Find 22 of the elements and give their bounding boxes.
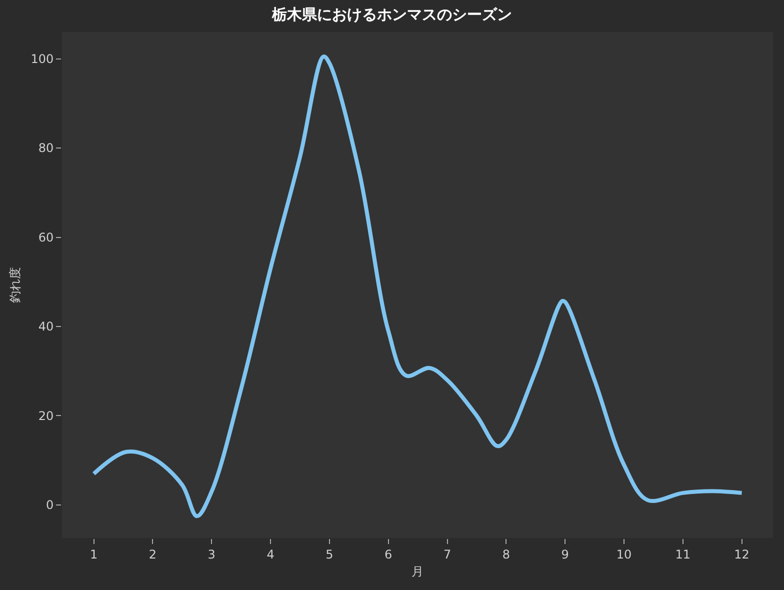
y-tick-label: 100	[30, 52, 54, 66]
y-tick-label: 60	[38, 230, 54, 244]
x-tick-label: 9	[561, 547, 569, 562]
y-tick-label: 20	[38, 408, 54, 423]
x-tick-label: 7	[443, 547, 452, 562]
x-tick-label: 8	[502, 547, 510, 562]
x-tick-label: 6	[384, 547, 392, 562]
line-series	[92, 54, 744, 518]
x-axis-title: 月	[412, 564, 424, 578]
y-tick-label: 0	[46, 498, 54, 512]
x-tick-label: 1	[90, 547, 98, 562]
y-tick-label: 40	[38, 320, 54, 334]
x-tick-label: 2	[148, 547, 157, 562]
x-tick-label: 11	[675, 547, 691, 562]
x-tick-label: 3	[208, 547, 216, 562]
x-tick-label: 4	[266, 547, 274, 562]
y-tick-label: 80	[38, 141, 54, 156]
x-tick-label: 5	[326, 547, 334, 562]
y-axis-title: 釣れ度	[8, 267, 22, 303]
x-tick-label: 12	[734, 547, 750, 562]
x-tick-label: 10	[616, 547, 632, 562]
chart-title: 栃木県におけるホンマスのシーズン	[271, 5, 512, 24]
